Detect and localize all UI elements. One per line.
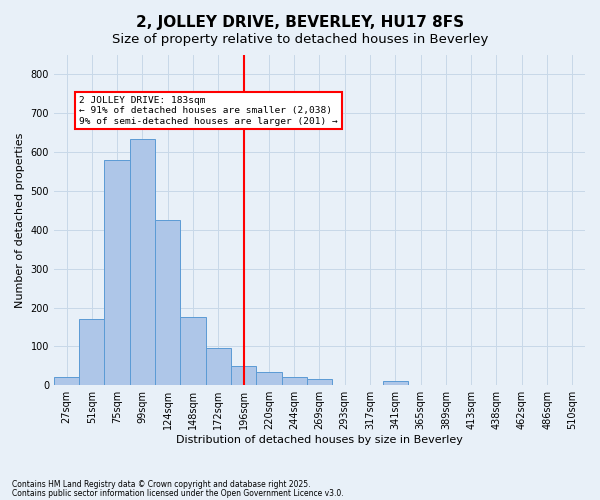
Bar bbox=[181, 317, 206, 385]
Bar bbox=[383, 382, 408, 385]
Bar bbox=[130, 138, 155, 385]
Bar bbox=[155, 220, 181, 385]
Bar bbox=[307, 380, 332, 385]
Bar bbox=[206, 348, 231, 385]
Bar bbox=[79, 319, 104, 385]
Text: Size of property relative to detached houses in Beverley: Size of property relative to detached ho… bbox=[112, 32, 488, 46]
Bar bbox=[54, 378, 79, 385]
Bar bbox=[281, 378, 307, 385]
Bar bbox=[231, 366, 256, 385]
Text: Contains public sector information licensed under the Open Government Licence v3: Contains public sector information licen… bbox=[12, 489, 344, 498]
Y-axis label: Number of detached properties: Number of detached properties bbox=[15, 132, 25, 308]
Bar bbox=[256, 372, 281, 385]
Text: 2, JOLLEY DRIVE, BEVERLEY, HU17 8FS: 2, JOLLEY DRIVE, BEVERLEY, HU17 8FS bbox=[136, 15, 464, 30]
X-axis label: Distribution of detached houses by size in Beverley: Distribution of detached houses by size … bbox=[176, 435, 463, 445]
Bar bbox=[104, 160, 130, 385]
Text: 2 JOLLEY DRIVE: 183sqm
← 91% of detached houses are smaller (2,038)
9% of semi-d: 2 JOLLEY DRIVE: 183sqm ← 91% of detached… bbox=[79, 96, 338, 126]
Text: Contains HM Land Registry data © Crown copyright and database right 2025.: Contains HM Land Registry data © Crown c… bbox=[12, 480, 311, 489]
